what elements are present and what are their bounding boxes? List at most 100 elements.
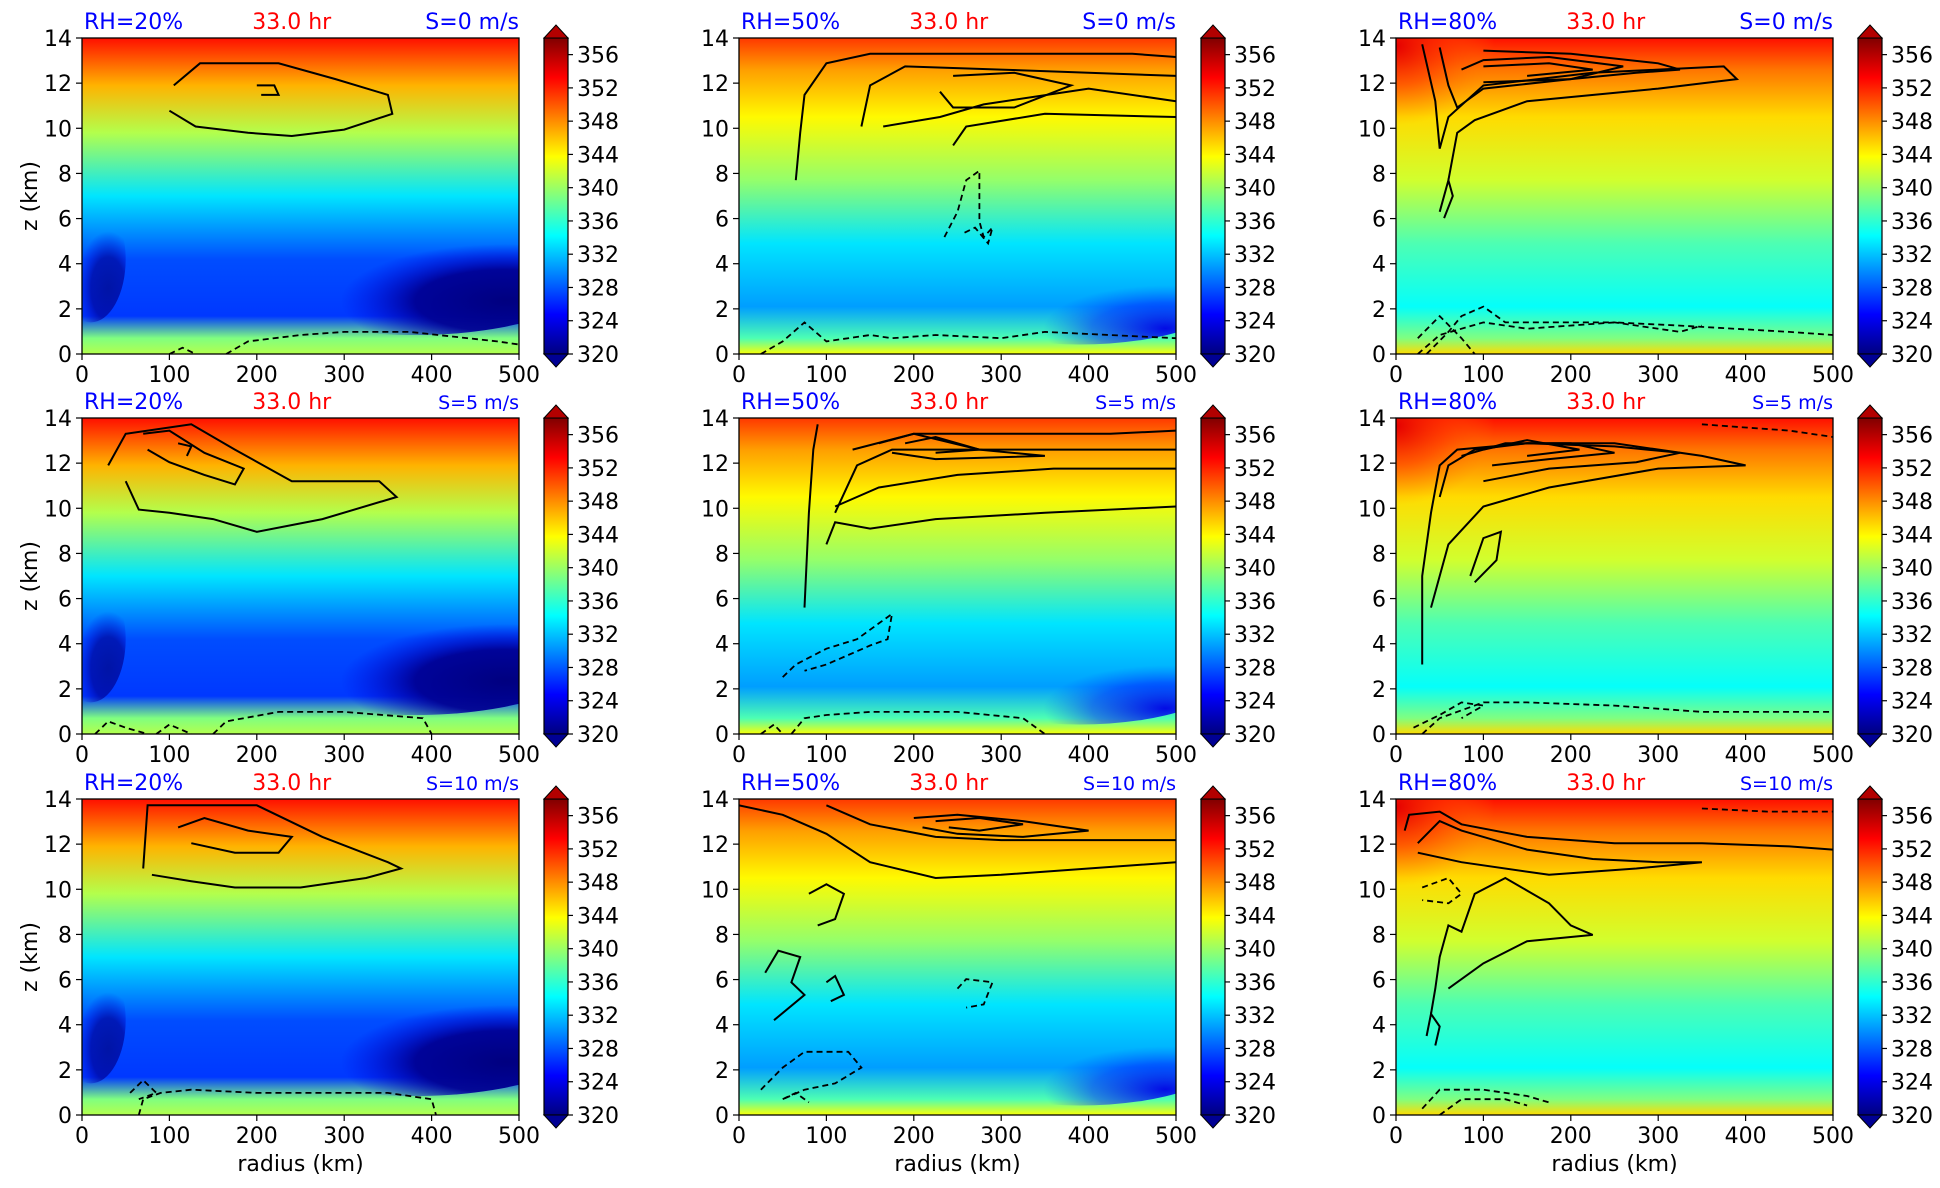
y-tick-label: 4	[715, 1014, 729, 1039]
colorbar-bar	[543, 417, 569, 735]
x-tick-label: 500	[1812, 1124, 1854, 1149]
x-tick-label: 200	[893, 743, 935, 768]
y-axis-label: z (km)	[18, 922, 43, 992]
dashed-contour	[1421, 876, 1463, 905]
theta-e-field	[82, 38, 519, 354]
cold-pool-core	[82, 957, 126, 1084]
x-tick-label: 100	[1462, 1124, 1504, 1149]
colorbar-tick-label: 348	[1234, 490, 1276, 515]
colorbar: 320 324 328 332 336 340 344 348 352 356	[542, 404, 619, 748]
title-rh: RH=80%	[1398, 10, 1497, 35]
solid-contour	[177, 816, 294, 854]
cold-pool	[230, 969, 519, 1097]
warm-core	[1396, 799, 1593, 957]
theta-e-field	[1396, 799, 1833, 1115]
colorbar-tick-label: 336	[1891, 210, 1933, 235]
y-tick-label: 2	[715, 678, 729, 703]
x-tick-label: 100	[1462, 743, 1504, 768]
x-tick-label: 200	[236, 1124, 278, 1149]
plot-frame	[1395, 798, 1834, 1116]
title-shear: S=10 m/s	[1740, 773, 1833, 795]
x-tick-label: 500	[1155, 363, 1197, 388]
y-tick-label: 12	[701, 833, 729, 858]
solid-contour	[1461, 55, 1624, 84]
colorbar-tick-label: 344	[577, 143, 619, 168]
colorbar-max-arrow	[1199, 404, 1227, 419]
solid-contour	[1421, 442, 1746, 665]
x-tick-label: 100	[148, 1124, 190, 1149]
colorbar-tick-label: 336	[577, 210, 619, 235]
x-tick-label: 300	[323, 743, 365, 768]
colorbar-max-arrow	[542, 24, 570, 39]
x-tick-label: 300	[1637, 363, 1679, 388]
x-tick-label: 100	[805, 743, 847, 768]
dashed-contour	[782, 1091, 810, 1104]
colorbar-tick-label: 352	[1234, 838, 1276, 863]
y-tick-label: 14	[1358, 788, 1386, 813]
panel-rh20_s0: 0 100 200 300 400 500 0 2 4 6 8 10 12 14 z (km) RH=20% 3…	[18, 10, 619, 388]
colorbar-tick-label: 328	[1234, 656, 1276, 681]
colorbar-tick-label: 344	[1234, 523, 1276, 548]
colorbar-tick-label: 328	[577, 276, 619, 301]
dashed-contour	[137, 1088, 437, 1115]
title-shear: S=10 m/s	[1083, 773, 1176, 795]
colorbar-tick-label: 340	[1234, 557, 1276, 582]
title-shear: S=5 m/s	[1095, 392, 1176, 414]
colorbar-tick-label: 356	[1891, 44, 1933, 69]
dashed-contour	[760, 321, 1176, 354]
colorbar-tick-label: 320	[577, 1104, 619, 1129]
theta-e-field	[739, 799, 1176, 1115]
y-tick-label: 0	[1372, 723, 1386, 748]
solid-contour	[1430, 876, 1594, 1015]
colorbar-tick-label: 320	[1234, 1104, 1276, 1129]
colorbar-min-arrow	[1856, 1114, 1884, 1129]
colorbar-tick-label: 324	[577, 690, 619, 715]
solid-contour	[1483, 439, 1580, 457]
solid-contour	[803, 424, 819, 608]
solid-contour	[825, 505, 1176, 545]
colorbar-tick-label: 356	[1234, 424, 1276, 449]
title-rh: RH=20%	[84, 771, 183, 796]
colorbar-tick-label: 320	[1891, 1104, 1933, 1129]
y-tick-label: 6	[1372, 969, 1386, 994]
y-tick-label: 0	[58, 1104, 72, 1129]
y-tick-label: 14	[1358, 27, 1386, 52]
dashed-contour	[1421, 1088, 1550, 1110]
x-tick-label: 0	[75, 743, 89, 768]
y-tick-label: 4	[1372, 1014, 1386, 1039]
solid-contour	[952, 112, 1176, 146]
colorbar-tick-label: 336	[1234, 590, 1276, 615]
title-time: 33.0 hr	[1566, 10, 1646, 35]
solid-contour	[913, 813, 1089, 838]
solid-contour	[878, 432, 1045, 461]
title-rh: RH=50%	[741, 390, 840, 415]
colorbar-tick-label: 340	[1891, 938, 1933, 963]
colorbar-tick-label: 356	[1891, 424, 1933, 449]
x-tick-label: 300	[323, 363, 365, 388]
y-tick-label: 0	[1372, 343, 1386, 368]
colorbar-tick-label: 340	[577, 177, 619, 202]
y-tick-label: 12	[701, 452, 729, 477]
colorbar-tick-label: 344	[577, 523, 619, 548]
dashed-contour	[782, 611, 894, 678]
solid-contour	[142, 804, 404, 889]
colorbar-tick-label: 356	[577, 44, 619, 69]
colorbar-max-arrow	[1856, 404, 1884, 419]
colorbar-bar	[1200, 37, 1226, 355]
colorbar-tick-label: 324	[577, 1071, 619, 1096]
x-tick-label: 500	[1155, 1124, 1197, 1149]
title-time: 33.0 hr	[1566, 390, 1646, 415]
colorbar-tick-label: 344	[1891, 523, 1933, 548]
solid-contour	[107, 423, 399, 533]
y-tick-label: 10	[44, 117, 72, 142]
colorbar: 320 324 328 332 336 340 344 348 352 356	[1199, 785, 1276, 1129]
colorbar-tick-label: 324	[1891, 690, 1933, 715]
panel-rh80_s10: 0 100 200 300 400 500 0 2 4 6 8 10 12 14 radius (km) RH…	[1358, 771, 1933, 1177]
theta-e-field	[739, 38, 1176, 354]
y-tick-label: 4	[1372, 253, 1386, 278]
y-tick-label: 2	[58, 678, 72, 703]
x-tick-label: 200	[893, 1124, 935, 1149]
y-tick-label: 14	[701, 788, 729, 813]
title-shear: S=10 m/s	[426, 773, 519, 795]
panel-rh80_s0: 0 100 200 300 400 500 0 2 4 6 8 10 12 14 RH=80% 33.0 hr…	[1358, 10, 1933, 388]
